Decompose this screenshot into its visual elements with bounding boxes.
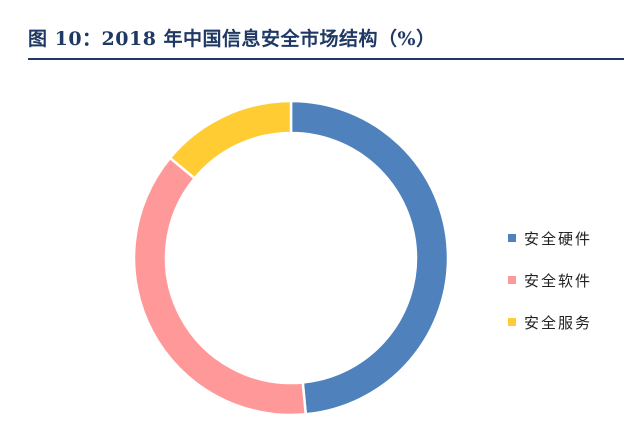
legend-item-software: 安全软件 [508, 270, 628, 290]
legend-item-hardware: 安全硬件 [508, 228, 628, 248]
title-divider [28, 58, 624, 60]
legend-item-service: 安全服务 [508, 312, 628, 332]
donut-slice-2 [132, 156, 308, 417]
donut-slice-1 [289, 99, 450, 416]
legend-swatch-hardware [508, 234, 516, 242]
legend-swatch-software [508, 276, 516, 284]
donut-slice-3 [168, 99, 293, 181]
legend-label-hardware: 安全硬件 [524, 229, 593, 248]
legend-label-software: 安全软件 [524, 271, 593, 290]
legend-swatch-service [508, 318, 516, 326]
legend-label-service: 安全服务 [524, 313, 593, 332]
chart-legend: 安全硬件 安全软件 安全服务 [508, 228, 628, 354]
page-title: 图 10：2018 年中国信息安全市场结构（%） [28, 28, 436, 50]
donut-slices [132, 99, 450, 417]
